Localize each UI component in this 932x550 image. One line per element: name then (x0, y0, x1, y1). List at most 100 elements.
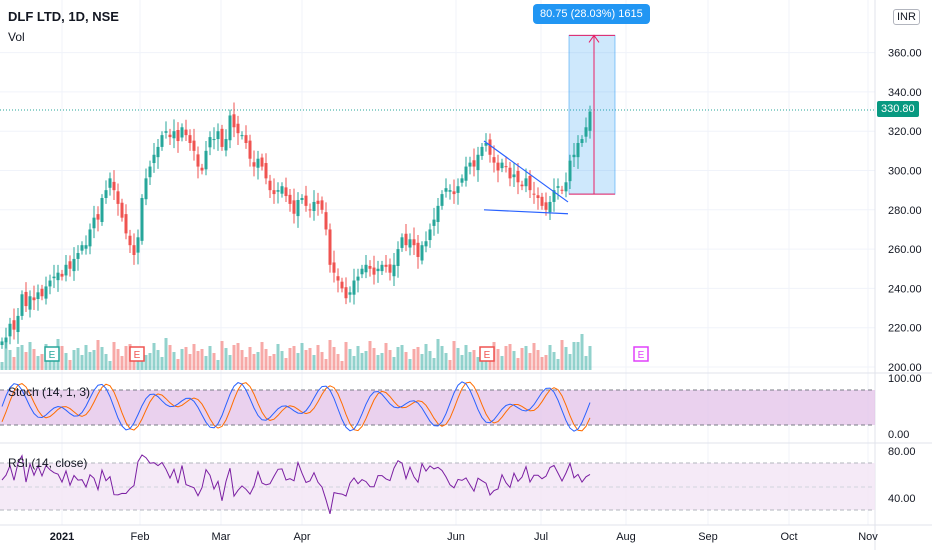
rsi-tick-label: 80.00 (888, 446, 916, 458)
x-tick-label: Jun (447, 531, 465, 543)
y-tick-label: 360.00 (888, 48, 922, 60)
symbol-title[interactable]: DLF LTD, 1D, NSE (8, 9, 119, 24)
trendline (483, 140, 569, 203)
candle-body (248, 140, 252, 159)
volume-bar (324, 359, 328, 370)
candle-body (400, 237, 404, 248)
candle-body (284, 187, 288, 197)
volume-bar (216, 360, 220, 370)
volume-bar (556, 359, 560, 370)
candle-body (224, 139, 228, 151)
volume-bar (576, 342, 580, 370)
candle-body (180, 127, 184, 138)
earnings-marker (129, 346, 145, 362)
candle-body (508, 167, 512, 179)
volume-bar (392, 357, 396, 370)
candle-body (376, 268, 380, 272)
volume-bar (456, 348, 460, 370)
stoch-label[interactable]: Stoch (14, 1, 3) (8, 385, 91, 399)
volume-bar (12, 357, 16, 370)
volume-bar (200, 349, 204, 370)
volume-bar (332, 347, 336, 370)
candle-body (564, 182, 568, 192)
rsi-pane (0, 454, 875, 515)
volume-bar (408, 359, 412, 370)
rsi-line (1, 454, 591, 515)
volume-bar (124, 346, 128, 370)
volume-bar (272, 354, 276, 370)
candle-body (452, 191, 456, 195)
volume-bar (4, 343, 8, 370)
candle-body (132, 245, 136, 255)
candle-body (92, 217, 96, 229)
volume-bar (560, 340, 564, 370)
candle-body (88, 229, 92, 247)
candle-body (532, 193, 536, 195)
candle-body (328, 229, 332, 265)
volume-bar (224, 348, 228, 370)
candle-body (112, 181, 116, 191)
volume-bar (76, 348, 80, 370)
candle-body (164, 131, 168, 133)
candle-body (432, 219, 436, 226)
candle-body (124, 214, 128, 234)
candle-body (344, 287, 348, 299)
candle-body (464, 166, 468, 181)
earnings-marker (633, 346, 649, 362)
y-tick-label: 320.00 (888, 126, 922, 138)
volume-bar (584, 356, 588, 370)
volume-bar (380, 353, 384, 370)
candle-body (228, 115, 232, 141)
stoch-tick-label: 0.00 (888, 429, 909, 441)
volume-bar (532, 343, 536, 370)
candle-body (484, 142, 488, 146)
volume-bar (512, 351, 516, 370)
volume-bar (136, 358, 140, 370)
candle-body (588, 111, 592, 131)
candle-body (332, 262, 336, 273)
candle-body (476, 154, 480, 171)
volume-bar (276, 344, 280, 370)
candle-body (420, 245, 424, 261)
volume-bar (28, 342, 32, 370)
candle-body (336, 276, 340, 281)
candle-body (552, 190, 556, 202)
measure-tooltip: 80.75 (28.03%) 1615 (533, 4, 650, 24)
candle-body (60, 273, 64, 277)
volume-bar (72, 350, 76, 370)
rsi-label[interactable]: RSI (14, close) (8, 456, 88, 470)
currency-badge[interactable]: INR (893, 9, 920, 25)
x-tick-label: Nov (858, 531, 878, 543)
candle-body (348, 292, 352, 295)
candle-body (572, 154, 576, 158)
candle-body (48, 280, 52, 287)
volume-bar (572, 342, 576, 370)
volume-bar (184, 347, 188, 370)
candle-body (384, 264, 388, 267)
candle-body (96, 214, 100, 220)
volume-label[interactable]: Vol (8, 30, 25, 44)
volume-bar (284, 358, 288, 370)
candle-body (36, 292, 40, 300)
candle-body (500, 162, 504, 169)
candle-body (268, 180, 272, 191)
candle-body (412, 239, 416, 246)
candle-body (364, 264, 368, 273)
volume-bar (476, 357, 480, 370)
volume-bar (356, 346, 360, 370)
candle-body (524, 178, 528, 187)
volume-bar (20, 345, 24, 370)
volume-bar (484, 354, 488, 370)
candle-body (492, 157, 496, 163)
volume-bar (288, 348, 292, 370)
candle-body (64, 264, 68, 276)
candle-body (276, 190, 280, 192)
volume-bar (440, 346, 444, 370)
volume-bar (420, 354, 424, 370)
volume-bar (352, 356, 356, 370)
candle-body (556, 186, 560, 188)
volume-bar (96, 340, 100, 370)
candle-body (548, 201, 552, 213)
volume-bar (92, 350, 96, 370)
